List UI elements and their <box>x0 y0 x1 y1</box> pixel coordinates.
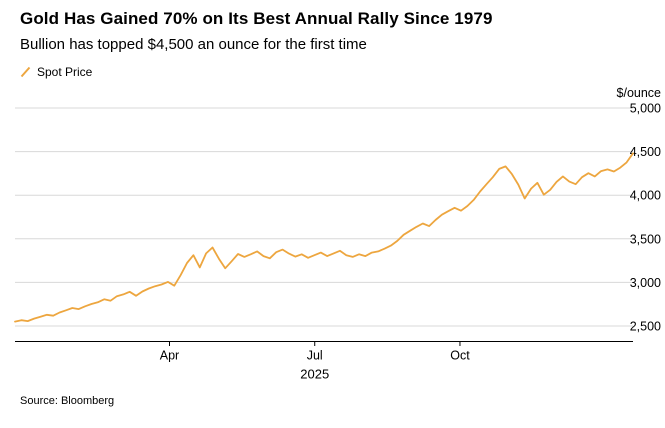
x-axis-tick-label: Jul <box>307 349 323 363</box>
y-axis-unit-label: $/ounce <box>617 86 662 100</box>
x-axis-year-label: 2025 <box>300 367 329 382</box>
y-axis-tick-label: 3,000 <box>630 276 661 290</box>
x-axis-tick-label: Oct <box>450 349 470 363</box>
legend-line-icon <box>20 66 31 78</box>
chart-title: Gold Has Gained 70% on Its Best Annual R… <box>20 9 493 28</box>
y-axis-tick-label: 4,500 <box>630 145 661 159</box>
spot-price-chart: $/ounce 5,000 4,500 4,000 3,500 3,000 2,500 Apr… <box>14 86 662 382</box>
y-axis-tick-label: 2,500 <box>630 320 661 334</box>
x-axis-tick-label: Apr <box>160 349 179 363</box>
y-axis-tick-label: 5,000 <box>630 102 661 116</box>
source-note: Source: Bloomberg <box>20 395 115 407</box>
y-axis-tick-label: 3,500 <box>630 232 661 246</box>
legend-label: Spot Price <box>37 65 93 79</box>
chart-subtitle: Bullion has topped $4,500 an ounce for t… <box>20 36 367 53</box>
spot-price-line <box>14 152 634 323</box>
chart-legend: Spot Price <box>20 65 647 79</box>
y-axis-tick-label: 4,000 <box>630 189 661 203</box>
